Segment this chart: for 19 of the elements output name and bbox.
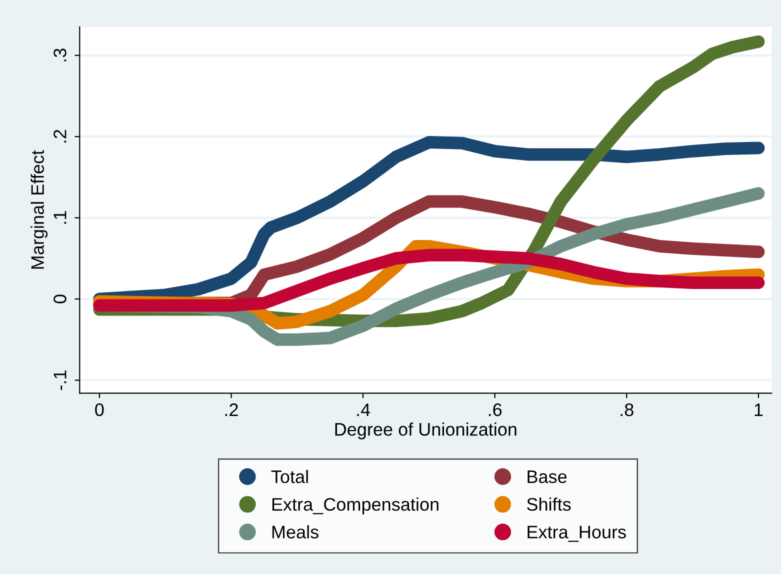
x-tick-label: .4 — [357, 404, 370, 416]
legend-label: Total — [271, 470, 308, 484]
legend-label: Base — [528, 470, 567, 484]
y-tick-label: .3 — [54, 48, 66, 62]
x-axis-title: Degree of Unionization — [335, 422, 516, 440]
x-tick-label: .8 — [620, 403, 634, 416]
x-tick-label: 0 — [95, 403, 104, 416]
y-tick-label: .2 — [54, 130, 66, 142]
y-tick-label: -.1 — [54, 370, 66, 390]
legend-label: Meals — [272, 525, 318, 538]
x-tick-label: .6 — [488, 403, 502, 416]
legend-label: Shifts — [527, 498, 571, 511]
y-axis-title: Marginal Effect — [30, 150, 48, 269]
x-tick-label: .2 — [225, 403, 238, 416]
legend-label: Extra_Hours — [528, 526, 626, 542]
legend-label: Extra_Compensation — [272, 498, 438, 514]
y-tick-label: .1 — [54, 211, 66, 224]
y-tick-label: 0 — [54, 294, 66, 304]
x-tick-label: 1 — [754, 404, 763, 416]
